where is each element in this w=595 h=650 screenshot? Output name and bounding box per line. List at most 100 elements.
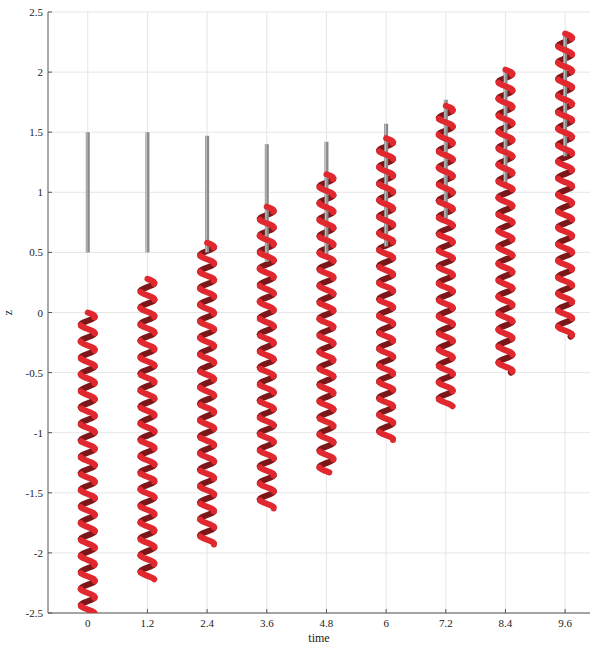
helix-front (379, 415, 393, 423)
rod-highlight (86, 132, 87, 252)
helix-front (558, 129, 572, 138)
helix-front (320, 369, 334, 377)
rod-highlight (146, 132, 147, 252)
helix-front (320, 434, 334, 442)
helix-front (140, 308, 154, 317)
y-tick-label: 1.5 (29, 126, 43, 138)
x-tick (326, 609, 327, 613)
helix-front (439, 135, 453, 144)
helix (498, 75, 512, 373)
helix-front (320, 419, 334, 427)
helix-front (558, 278, 572, 286)
helix-front (439, 333, 453, 341)
helix-front (201, 504, 215, 512)
helix-front (498, 264, 512, 273)
helix-front (498, 363, 512, 372)
helix-front (558, 63, 572, 72)
helix-front (379, 200, 393, 209)
helix-front (141, 441, 155, 449)
rod (265, 144, 267, 262)
helix-front (498, 330, 512, 339)
helix-front (379, 233, 393, 242)
helix-front (81, 424, 95, 432)
helix-front (260, 336, 273, 344)
helix-front (200, 305, 214, 314)
helix-front (81, 556, 95, 565)
y-grid-line (48, 312, 590, 313)
y-tick-label: 0 (38, 307, 44, 319)
x-tick-label: 7.2 (439, 617, 453, 629)
y-grid-line (48, 613, 590, 614)
x-tick (565, 609, 566, 613)
helix-front (260, 450, 274, 458)
helix-front (498, 99, 512, 108)
helix-front (141, 506, 155, 514)
y-tick (48, 552, 52, 553)
x-tick (386, 609, 387, 613)
rod-body (265, 144, 269, 262)
helix-front (379, 184, 393, 192)
helix-front (260, 319, 274, 327)
helix-front-group (379, 138, 393, 440)
y-tick (48, 252, 52, 253)
helix-front (201, 438, 215, 446)
helix-front (260, 500, 274, 508)
helix-front (200, 536, 214, 544)
rod (146, 132, 148, 252)
helix-front (499, 149, 513, 157)
rod-body (444, 100, 448, 219)
helix-front (380, 366, 394, 374)
helix-front (141, 391, 155, 399)
helix-front (141, 292, 155, 300)
helix (81, 317, 95, 606)
helix-front (200, 454, 214, 462)
y-tick (48, 613, 52, 614)
x-tick-label: 9.6 (558, 617, 572, 629)
helix-front (201, 405, 214, 413)
helix-front (498, 231, 512, 240)
helix-front (81, 341, 95, 350)
y-grid-line (48, 132, 590, 133)
y-tick (48, 432, 52, 433)
helix-front (379, 217, 393, 225)
helix-front (558, 228, 572, 237)
rod-body (205, 136, 209, 253)
helix-front (141, 358, 155, 366)
y-tick-label: 2.5 (29, 6, 43, 18)
y-tick-label: -0.5 (26, 367, 44, 379)
helix-front (81, 490, 95, 498)
x-axis (48, 613, 590, 614)
x-tick-label: 8.4 (499, 617, 513, 629)
helix-front (140, 522, 154, 531)
helix-front (140, 341, 154, 350)
rod-body (145, 132, 149, 252)
helix (558, 39, 572, 337)
y-tick (48, 12, 52, 13)
x-tick (207, 609, 208, 613)
helix-front (320, 336, 334, 344)
helix-front (558, 261, 572, 270)
helix-front (141, 457, 155, 465)
helix-front (81, 507, 95, 515)
helix-front (558, 47, 572, 55)
helix-front (379, 316, 393, 324)
helix-front (439, 283, 453, 291)
helix-front (558, 294, 572, 303)
y-axis-title: z (1, 310, 15, 315)
helix-front (200, 322, 214, 330)
helix-front (499, 215, 513, 223)
helix-front (141, 572, 155, 579)
helix-front (141, 408, 155, 416)
helix-front (319, 203, 333, 212)
helix-front (81, 540, 95, 548)
helix-front (379, 283, 393, 291)
x-tick-label: 6 (383, 617, 389, 629)
helix-front (260, 253, 274, 261)
helix-front (260, 220, 274, 228)
y-tick-label: -1.5 (26, 487, 44, 499)
helix-front (379, 151, 393, 159)
y-tick-label: -1 (34, 427, 43, 439)
helix-front (81, 391, 95, 399)
rod-body (86, 132, 90, 252)
helix-front (260, 467, 274, 475)
